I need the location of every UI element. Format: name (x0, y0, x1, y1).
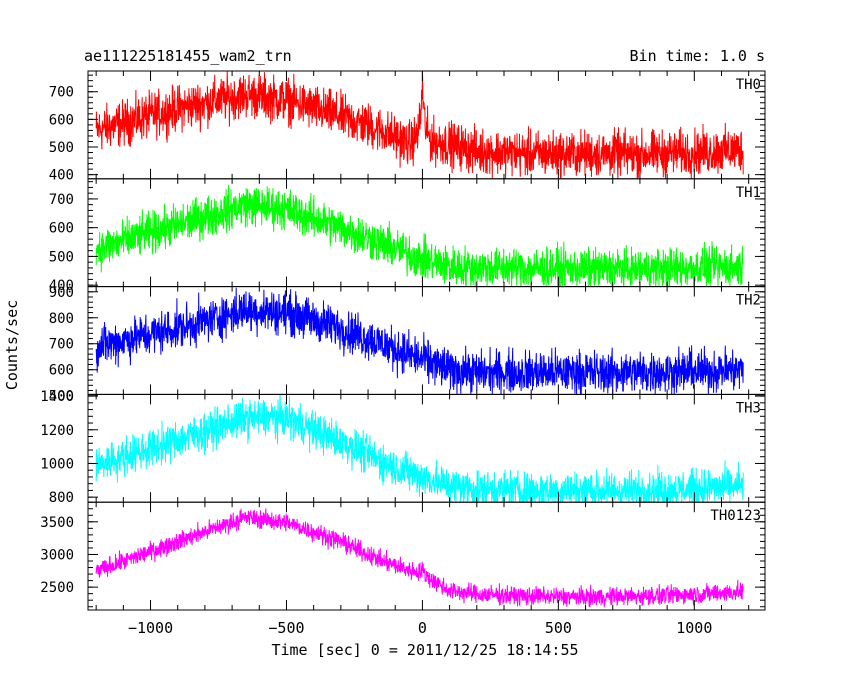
x-tick-label: −1000 (128, 619, 173, 637)
x-tick-label: −500 (268, 619, 304, 637)
x-tick-label: 500 (545, 619, 572, 637)
y-tick-label: 700 (49, 192, 74, 208)
y-tick-label: 600 (49, 363, 74, 379)
bin-time-label: Bin time: 1.0 s (630, 47, 765, 65)
panel-label-th0123: TH0123 (710, 508, 761, 524)
y-tick-label: 800 (49, 490, 74, 506)
y-axis-label: Counts/sec (3, 300, 21, 390)
y-tick-label: 800 (49, 311, 74, 327)
y-tick-label: 600 (49, 221, 74, 237)
y-tick-label: 500 (49, 249, 74, 265)
y-tick-label: 600 (49, 112, 74, 128)
series-line-th0 (95, 70, 744, 179)
y-tick-label: 900 (49, 285, 74, 301)
y-tick-label: 400 (49, 168, 74, 184)
series-line-th1 (95, 184, 744, 289)
y-tick-label: 1400 (40, 389, 74, 405)
y-tick-label: 700 (49, 337, 74, 353)
panel-frame (87, 501, 766, 611)
series-line-th2 (95, 287, 744, 395)
x-axis-label: Time [sec] 0 = 2011/12/25 18:14:55 (271, 641, 578, 659)
panel-label-th1: TH1 (736, 185, 761, 201)
panel-label-th3: TH3 (736, 400, 761, 416)
panel-label-th0: TH0 (736, 77, 761, 93)
series-line-th0123 (95, 508, 744, 608)
series-line-th3 (95, 394, 744, 504)
y-tick-label: 1000 (40, 456, 74, 472)
y-tick-label: 400 (49, 278, 74, 294)
y-tick-label: 500 (49, 140, 74, 156)
panel-label-th2: TH2 (736, 293, 761, 309)
panels-group: 400 500 600 700 TH0 400 500 600 700 TH1 500 600 700 8… (40, 70, 766, 611)
y-tick-label: 700 (49, 85, 74, 101)
panel-th0123: 2500 3000 3500 TH0123 (40, 501, 766, 611)
panel-th1: 400 500 600 700 TH1 (49, 178, 766, 294)
y-tick-label: 3500 (40, 515, 74, 531)
y-tick-label: 500 (49, 389, 74, 405)
x-tick-label: 1000 (676, 619, 712, 637)
panel-th2: 500 600 700 800 900 TH2 (49, 285, 766, 405)
panel-th3: 800 1000 1200 1400 TH3 (40, 389, 766, 506)
panel-th0: 400 500 600 700 TH0 (49, 70, 766, 184)
chart-title: ae111225181455_wam2_trn (84, 47, 292, 65)
y-tick-label: 3000 (40, 547, 74, 563)
y-tick-label: 1200 (40, 423, 74, 439)
y-tick-label: 2500 (40, 580, 74, 596)
x-tick-label: 0 (418, 619, 427, 637)
x-axis: −1000 −500 0 500 1000 (128, 619, 712, 637)
